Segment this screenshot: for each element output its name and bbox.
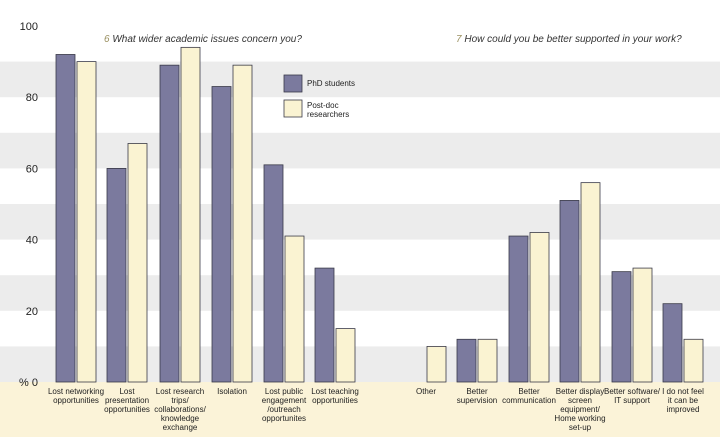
- category-label-line: set-up: [569, 423, 592, 432]
- bar-postdoc: [284, 235, 305, 383]
- category-label-line: collaborations/: [154, 405, 206, 414]
- category-label-line: Better display: [556, 387, 604, 396]
- category-label-line: Other: [416, 387, 436, 396]
- category-label-line: supervision: [457, 396, 497, 405]
- category-label-line: Lost public: [265, 387, 303, 396]
- category-label-line: knowledge: [161, 414, 200, 423]
- grid-band: [0, 132, 720, 169]
- category-label-line: Lost teaching: [311, 387, 359, 396]
- category-label-line: Isolation: [217, 387, 247, 396]
- bar-postdoc: [232, 64, 253, 383]
- bar-phd: [263, 164, 284, 383]
- bar-postdoc: [127, 143, 148, 383]
- category-label-line: Better: [466, 387, 488, 396]
- y-tick-label: 100: [20, 21, 38, 33]
- category-label-line: engagement: [262, 396, 307, 405]
- category-label-line: Lost research: [156, 387, 204, 396]
- legend-swatch: [283, 99, 303, 118]
- category-label-line: it can be: [668, 396, 699, 405]
- category-label: Lost public engagement/outreach opportunit…: [262, 387, 307, 423]
- category-label: I do not feel it can be improved: [662, 387, 704, 414]
- category-label-line: communication: [502, 396, 556, 405]
- category-label-line: opportunities: [104, 405, 150, 414]
- category-label-line: Better: [518, 387, 540, 396]
- category-label-line: IT support: [614, 396, 651, 405]
- category-label: Other: [416, 387, 436, 396]
- y-tick-label: 40: [26, 235, 38, 247]
- bar-phd: [106, 167, 127, 383]
- category-label-line: exchange: [163, 423, 198, 432]
- bar-phd: [211, 86, 232, 383]
- question-text: How could you be better supported in you…: [464, 34, 682, 45]
- category-label-line: opportunities: [53, 396, 99, 405]
- category-label-line: /outreach: [267, 405, 300, 414]
- category-label: Better software/IT support: [604, 387, 661, 405]
- category-label: Better supervision: [457, 387, 497, 405]
- bar-phd: [159, 64, 180, 383]
- question-number: 6: [104, 34, 112, 45]
- y-tick-label: 60: [26, 163, 38, 175]
- category-label: Better communication: [502, 387, 556, 405]
- category-label-line: opportunities: [312, 396, 358, 405]
- bar-postdoc: [632, 267, 653, 383]
- legend-label-line: Post-doc: [307, 101, 339, 110]
- category-label: Lost networking opportunities: [48, 387, 104, 405]
- bar-postdoc: [529, 232, 550, 383]
- category-label: Lost presentation opportunities: [104, 387, 150, 414]
- bar-postdoc: [180, 46, 201, 383]
- bar-phd: [55, 54, 76, 383]
- category-label-line: Lost: [119, 387, 135, 396]
- legend-label: Post-doc researchers: [307, 101, 349, 119]
- legend-swatch: [283, 74, 303, 93]
- legend-label-line: researchers: [307, 110, 349, 119]
- y-tick-label: 20: [26, 306, 38, 318]
- question-text: What wider academic issues concern you?: [112, 34, 302, 45]
- category-label-line: Better software/: [604, 387, 661, 396]
- bar-phd: [662, 303, 683, 383]
- legend-label: PhD students: [307, 79, 355, 88]
- bar-postdoc: [580, 182, 601, 383]
- bar-postdoc: [683, 338, 704, 383]
- bar-postdoc: [426, 345, 447, 383]
- bar-phd: [314, 267, 335, 383]
- bar-postdoc: [335, 328, 356, 383]
- bar-phd: [508, 235, 529, 383]
- bar-phd: [611, 271, 632, 383]
- category-label-line: trips/: [171, 396, 189, 405]
- category-label-line: opportunites: [262, 414, 306, 423]
- category-label: Better display screen equipment/Home worki…: [554, 387, 605, 432]
- category-label-line: screen: [568, 396, 592, 405]
- category-label-line: Lost networking: [48, 387, 104, 396]
- legend-label-line: PhD students: [307, 79, 355, 88]
- question-heading: 6 What wider academic issues concern you…: [104, 34, 302, 45]
- y-axis-unit-label: % 0: [19, 377, 38, 389]
- question-heading: 7 How could you be better supported in y…: [456, 34, 682, 45]
- category-label-line: I do not feel: [662, 387, 704, 396]
- category-label-line: presentation: [105, 396, 149, 405]
- category-label-band: [0, 382, 720, 437]
- y-tick-label: 80: [26, 92, 38, 104]
- bar-postdoc: [477, 338, 498, 383]
- category-label-line: Home working: [554, 414, 605, 423]
- category-label: Lost teaching opportunities: [311, 387, 359, 405]
- category-label-line: equipment/: [560, 405, 600, 414]
- question-number: 7: [456, 34, 464, 45]
- category-label: Isolation: [217, 387, 247, 396]
- category-label: Lost research trips/collaborations/knowle…: [154, 387, 206, 432]
- bar-phd: [559, 200, 580, 383]
- grid-band: [0, 61, 720, 98]
- bar-phd: [456, 338, 477, 383]
- category-label-line: improved: [667, 405, 700, 414]
- bar-postdoc: [76, 61, 97, 383]
